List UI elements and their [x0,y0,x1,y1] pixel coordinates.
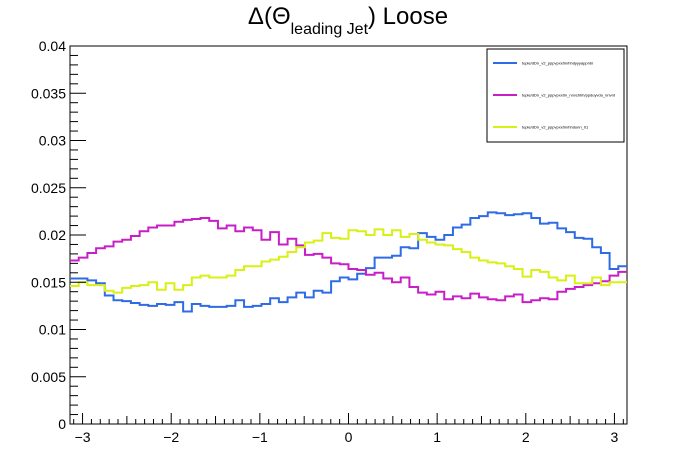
x-axis: −3 −2 −1 0 1 2 3 [73,413,624,445]
series-3-line [70,228,627,294]
x-tick-label: 1 [433,429,441,445]
series-layer [70,211,627,313]
legend-label-3: tuple/dDn_v2_pppvpxx0n/hhdunn_01 [522,125,589,130]
y-tick-label: 0.025 [31,180,66,196]
y-tick-label: 0.005 [31,369,66,385]
series-1-line [70,211,627,313]
y-tick-label: 0.04 [39,38,66,54]
y-tick-label: 0.035 [31,85,66,101]
legend-entries: tuple/dDn_v2_pppvpxx0n/hhdyyyappnbrtuple… [493,61,616,130]
x-tick-label: −3 [75,429,91,445]
legend-label-2: tuple/dDn_v2_pppvpxx0n_nnvchhh/ppduyvdu_… [522,93,616,98]
series-2-line [70,216,627,304]
y-tick-label: 0 [58,416,66,432]
x-tick-label: −1 [252,429,268,445]
x-tick-label: −2 [163,429,179,445]
title-suffix: ) Loose [368,3,448,30]
legend-label-1: tuple/dDn_v2_pppvpxx0n/hhdyyyappnbr [522,61,594,66]
legend: tuple/dDn_v2_pppvpxx0n/hhdyyyappnbrtuple… [486,48,625,143]
x-tick-label: 3 [611,429,619,445]
x-tick-label: 0 [345,429,353,445]
plot-area: −3 −2 −1 0 1 2 3 00.0050.010.0150.020.0250.030… [31,38,628,445]
y-tick-label: 0.03 [39,133,66,149]
title-prefix: Δ(Θ [248,3,291,30]
y-tick-label: 0.01 [39,322,66,338]
x-tick-label: 2 [522,429,530,445]
y-axis: 0 0.005 0.01 0.015 0.02 0.025 0.03 0.035 0.04 [31,38,86,432]
y-tick-label: 0.02 [39,227,66,243]
chart-title: Δ(Θleading Jet) Loose [248,3,448,38]
y-tick-label: 0.015 [31,274,66,290]
title-subscript: leading Jet [291,21,369,38]
